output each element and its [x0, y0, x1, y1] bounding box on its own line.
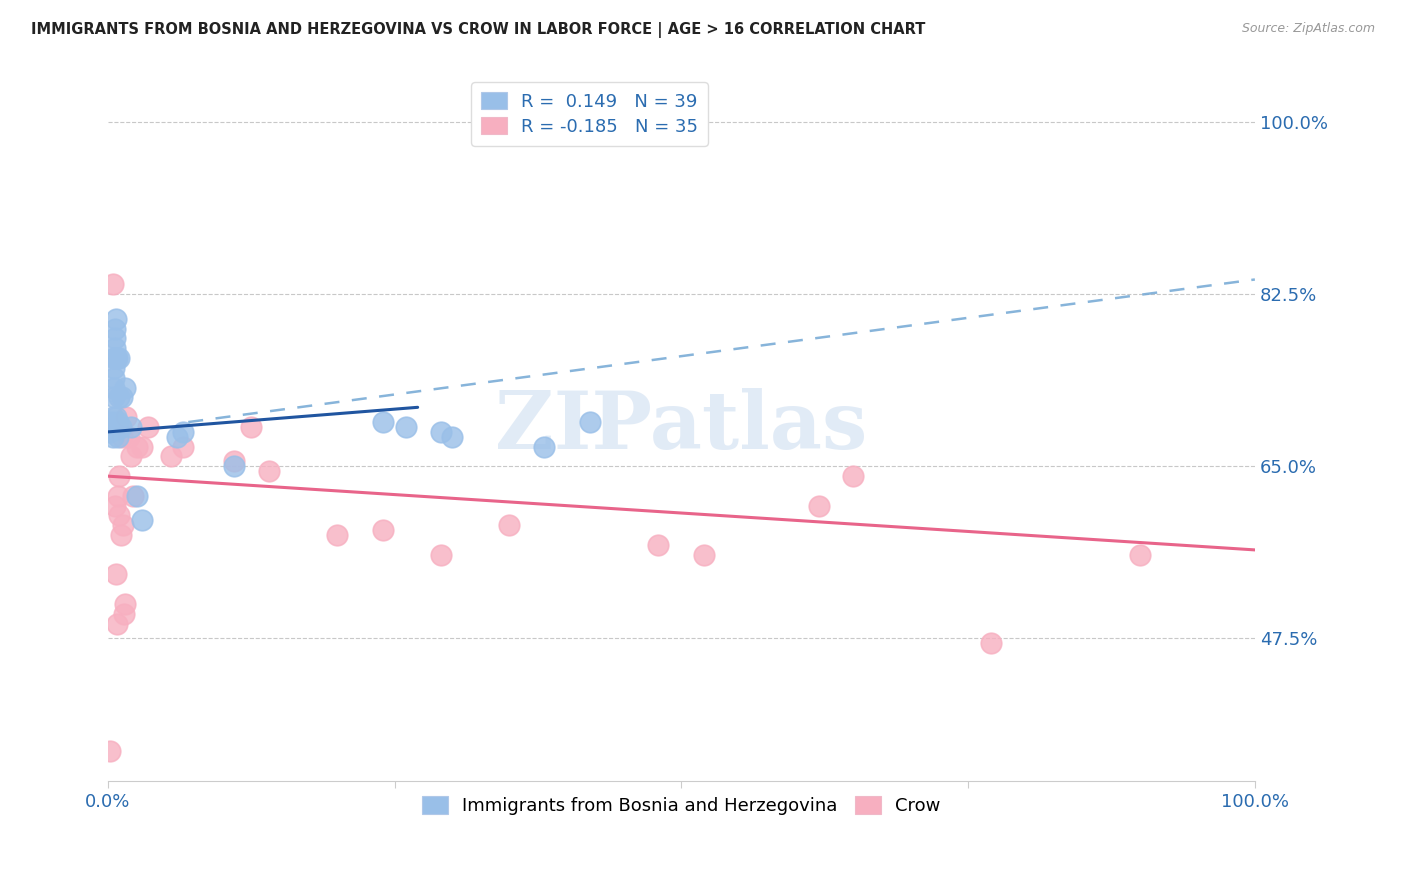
Point — [104, 341, 127, 355]
Point — [647, 538, 669, 552]
Point — [120, 450, 142, 464]
Point — [115, 410, 138, 425]
Point — [326, 528, 349, 542]
Point — [107, 415, 129, 429]
Legend: Immigrants from Bosnia and Herzegovina, Crow: Immigrants from Bosnia and Herzegovina, … — [412, 787, 950, 825]
Point — [842, 469, 865, 483]
Point — [105, 616, 128, 631]
Point — [125, 489, 148, 503]
Point — [533, 440, 555, 454]
Point — [136, 420, 159, 434]
Point — [105, 410, 128, 425]
Point — [104, 321, 127, 335]
Point — [441, 430, 464, 444]
Point — [808, 499, 831, 513]
Point — [125, 440, 148, 454]
Point — [111, 518, 134, 533]
Point — [498, 518, 520, 533]
Point — [105, 567, 128, 582]
Point — [108, 469, 131, 483]
Point — [107, 430, 129, 444]
Point — [103, 351, 125, 366]
Point — [117, 430, 139, 444]
Point — [103, 391, 125, 405]
Point — [131, 440, 153, 454]
Point — [107, 422, 129, 436]
Point — [104, 331, 127, 345]
Point — [107, 489, 129, 503]
Point — [112, 607, 135, 621]
Point — [166, 430, 188, 444]
Point — [98, 744, 121, 758]
Point — [110, 528, 132, 542]
Point — [98, 425, 121, 439]
Point — [373, 523, 395, 537]
Point — [980, 636, 1002, 650]
Point — [103, 361, 125, 376]
Point — [111, 430, 134, 444]
Point — [108, 391, 131, 405]
Point — [100, 415, 122, 429]
Point — [224, 459, 246, 474]
Point — [103, 381, 125, 395]
Point — [104, 499, 127, 513]
Point — [103, 371, 125, 385]
Point — [101, 410, 124, 425]
Point — [105, 420, 128, 434]
Point — [240, 420, 263, 434]
Point — [1129, 548, 1152, 562]
Point — [108, 351, 131, 366]
Point — [257, 464, 280, 478]
Text: IMMIGRANTS FROM BOSNIA AND HERZEGOVINA VS CROW IN LABOR FORCE | AGE > 16 CORRELA: IMMIGRANTS FROM BOSNIA AND HERZEGOVINA V… — [31, 22, 925, 38]
Point — [373, 415, 395, 429]
Point — [110, 420, 132, 434]
Point — [101, 417, 124, 431]
Point — [100, 422, 122, 436]
Point — [105, 351, 128, 366]
Point — [578, 415, 600, 429]
Point — [429, 548, 451, 562]
Point — [224, 454, 246, 468]
Point — [114, 597, 136, 611]
Point — [105, 311, 128, 326]
Point — [111, 391, 134, 405]
Point — [172, 440, 194, 454]
Point — [120, 420, 142, 434]
Point — [172, 425, 194, 439]
Point — [395, 420, 418, 434]
Point — [429, 425, 451, 439]
Point — [160, 450, 183, 464]
Point — [108, 508, 131, 523]
Point — [101, 277, 124, 292]
Point — [693, 548, 716, 562]
Text: Source: ZipAtlas.com: Source: ZipAtlas.com — [1241, 22, 1375, 36]
Point — [131, 513, 153, 527]
Point — [122, 489, 145, 503]
Point — [114, 381, 136, 395]
Text: ZIPatlas: ZIPatlas — [495, 388, 868, 466]
Point — [105, 351, 128, 366]
Point — [101, 430, 124, 444]
